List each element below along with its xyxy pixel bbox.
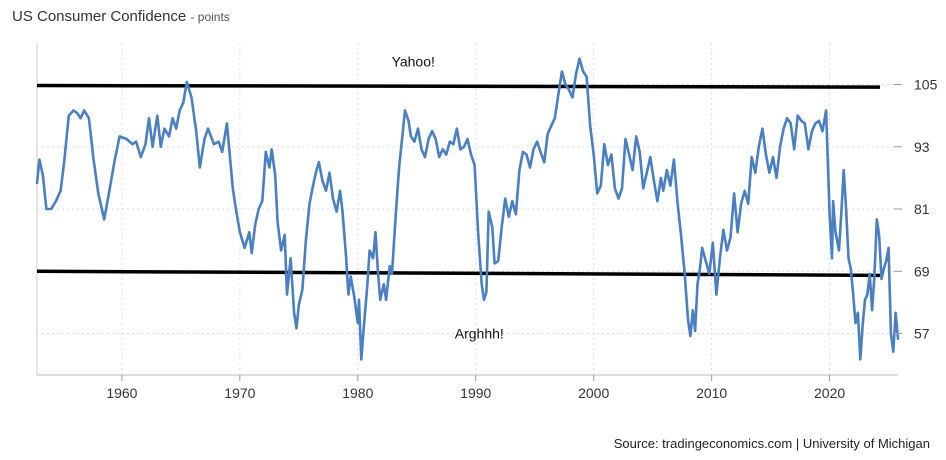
- source-credit: Source: tradingeconomics.com | Universit…: [613, 436, 930, 451]
- x-tick-label: 2010: [696, 385, 727, 401]
- series-layer: [35, 57, 900, 361]
- grid: [36, 43, 898, 376]
- x-tick-label: 1960: [106, 385, 137, 401]
- axes: 1960 1970 1980 1990 2000 2010 2020 57 69 81 93 105: [106, 77, 937, 402]
- lower-band-line: [36, 269, 881, 278]
- annotations: Yahoo! Arghhh!: [392, 53, 504, 341]
- x-tick-label: 2020: [814, 385, 845, 401]
- y-tick-label: 105: [914, 77, 938, 93]
- y-tick-label: 81: [914, 201, 930, 217]
- x-tick-label: 1990: [460, 385, 491, 401]
- x-tick-label: 1970: [224, 385, 255, 401]
- y-tick-label: 57: [914, 326, 930, 342]
- reference-lines: [36, 83, 881, 278]
- chart-unit: - points: [190, 10, 230, 24]
- annotation-arghhh: Arghhh!: [455, 326, 504, 342]
- x-tick-label: 2000: [578, 385, 609, 401]
- upper-band-line: [36, 83, 881, 89]
- y-tick-label: 93: [914, 139, 930, 155]
- chart-title: US Consumer Confidence - points: [12, 8, 230, 25]
- annotation-yahoo: Yahoo!: [392, 53, 435, 69]
- series-line: [35, 57, 900, 361]
- chart-title-text: US Consumer Confidence: [12, 8, 187, 25]
- x-tick-label: 1980: [342, 385, 373, 401]
- y-tick-label: 69: [914, 263, 930, 279]
